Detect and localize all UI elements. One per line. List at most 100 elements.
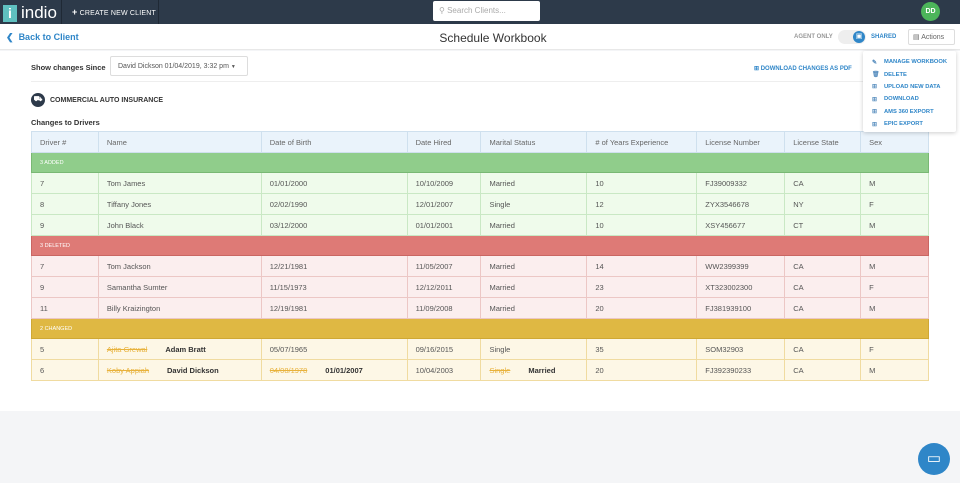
column-header[interactable]: License State	[784, 131, 862, 153]
table-cell: 7	[31, 172, 99, 194]
table-cell: 10/04/2003	[406, 359, 482, 381]
chat-button[interactable]: ▭	[918, 443, 950, 475]
table-cell: M	[860, 214, 929, 236]
actions-menu: ✎ MANAGE WORKBOOK 🗑 DELETE ⊞ UPLOAD NEW DATA ⊞…	[863, 51, 956, 132]
group-row: 2 CHANGED	[31, 318, 929, 339]
export-icon: ⊞	[872, 109, 878, 116]
menu-item[interactable]: ✎ MANAGE WORKBOOK	[872, 59, 948, 66]
main-content: Show changes Since David Dickson 01/04/2…	[0, 51, 960, 411]
table-cell: 11/09/2008	[406, 297, 482, 319]
table-cell: Billy Kraizington	[97, 297, 262, 319]
old-value: Single	[489, 365, 511, 375]
table-row[interactable]: 9 Samantha Sumter 11/15/1973 12/12/2011 Marr…	[31, 276, 929, 298]
menu-item[interactable]: ⊞ AMS 360 EXPORT	[872, 108, 934, 116]
table-cell: 12	[586, 193, 698, 215]
create-new-client-button[interactable]: + CREATE NEW CLIENT	[72, 7, 157, 17]
group-label: 3 ADDED	[31, 152, 929, 173]
table-cell: M	[860, 359, 929, 381]
new-value: Adam Bratt	[165, 344, 206, 354]
table-cell: Samantha Sumter	[97, 276, 262, 298]
table-cell: 11/15/1973	[260, 276, 408, 298]
table-row[interactable]: 11 Billy Kraizington 12/19/1981 11/09/2008 M…	[31, 297, 929, 319]
table-cell: XT323002300	[696, 276, 786, 298]
column-header[interactable]: Name	[97, 131, 262, 153]
table-cell: 9	[31, 276, 99, 298]
pencil-icon: ✎	[872, 59, 878, 66]
search-icon: ⚲	[439, 6, 445, 15]
table-cell: FJ392390233	[696, 359, 786, 381]
table-cell: Married	[480, 297, 588, 319]
table-cell: Married	[480, 214, 588, 236]
table-cell: XSY456677	[696, 214, 786, 236]
table-cell: F	[860, 338, 929, 360]
table-cell: Married	[480, 172, 588, 194]
download-changes-pdf-link[interactable]: ⊞ DOWNLOAD CHANGES AS PDF	[754, 66, 852, 72]
table-cell: CA	[784, 255, 862, 277]
table-cell: CA	[784, 338, 862, 360]
table-cell: 11/05/2007	[406, 255, 482, 277]
table-row[interactable]: 5 Ajita Grewal Adam Bratt 05/07/1965 09/16/2…	[31, 338, 929, 360]
group-label: 3 DELETED	[31, 235, 929, 256]
table-cell: 12/19/1981	[260, 297, 408, 319]
new-value: David Dickson	[167, 365, 219, 375]
chat-icon: ▭	[926, 450, 942, 467]
menu-item[interactable]: ⊞ DOWNLOAD	[872, 96, 919, 103]
table-cell: 6	[31, 359, 99, 381]
table-row[interactable]: 6 Koby Appiah David Dickson 04/08/1978 01/01…	[31, 359, 929, 381]
column-header[interactable]: Marital Status	[480, 131, 588, 153]
table-row[interactable]: 8 Tiffany Jones 02/02/1990 12/01/2007 Single…	[31, 193, 929, 215]
table-cell: NY	[784, 193, 862, 215]
old-value: 04/08/1978	[269, 365, 308, 375]
column-header[interactable]: Date Hired	[406, 131, 482, 153]
table-cell: SOM32903	[696, 338, 786, 360]
table-cell: 03/12/2000	[260, 214, 408, 236]
table-row[interactable]: 9 John Black 03/12/2000 01/01/2001 Married 10…	[31, 214, 929, 236]
table-cell: 10	[586, 214, 698, 236]
column-header[interactable]: License Number	[696, 131, 786, 153]
changes-since-select[interactable]: David Dickson 01/04/2019, 3:32 pm ▼	[110, 56, 248, 76]
table-cell: 01/01/2000	[260, 172, 408, 194]
column-header[interactable]: # of Years Experience	[586, 131, 698, 153]
sharing-toggle[interactable]: ▣	[838, 30, 866, 44]
drivers-changes-table: Driver # Name Date of Birth Date Hired Marit…	[31, 131, 929, 381]
new-value: 01/01/2007	[325, 365, 363, 375]
table-cell: M	[860, 172, 929, 194]
table-cell: ZYX3546678	[696, 193, 786, 215]
table-cell: CA	[784, 297, 862, 319]
table-row[interactable]: 7 Tom James 01/01/2000 10/10/2009 Married 10 F…	[31, 172, 929, 194]
table-cell: Koby Appiah David Dickson	[97, 359, 262, 381]
table-cell: Single	[480, 338, 588, 360]
column-header[interactable]: Driver #	[31, 131, 99, 153]
table-cell: Ajita Grewal Adam Bratt	[97, 338, 262, 360]
caret-down-icon: ▼	[230, 64, 236, 70]
shared-label: SHARED	[871, 34, 897, 40]
actions-button[interactable]: ▤ Actions	[908, 29, 955, 45]
search-input[interactable]: ⚲ Search Clients...	[433, 1, 540, 21]
table-cell: Married	[480, 276, 588, 298]
column-header[interactable]: Date of Birth	[260, 131, 408, 153]
table-cell: 23	[586, 276, 698, 298]
column-header[interactable]: Sex	[860, 131, 929, 153]
table-cell: F	[860, 276, 929, 298]
menu-item[interactable]: ⊞ UPLOAD NEW DATA	[872, 83, 941, 91]
section-subtitle: Changes to Drivers	[31, 118, 100, 127]
upload-icon: ⊞	[872, 84, 878, 91]
export-icon: ⊞	[872, 121, 878, 128]
table-cell: FJ381939100	[696, 297, 786, 319]
chevron-left-icon: ❮	[6, 32, 14, 42]
menu-item[interactable]: 🗑 DELETE	[872, 71, 907, 79]
table-row[interactable]: 7 Tom Jackson 12/21/1981 11/05/2007 Married 1…	[31, 255, 929, 277]
table-cell: 09/16/2015	[406, 338, 482, 360]
table-cell: CT	[784, 214, 862, 236]
table-cell: F	[860, 193, 929, 215]
logo[interactable]: i indio	[3, 3, 57, 23]
avatar[interactable]: DD	[921, 2, 940, 21]
divider	[61, 0, 62, 24]
menu-item[interactable]: ⊞ EPIC EXPORT	[872, 121, 923, 128]
page-title: Schedule Workbook	[439, 31, 547, 45]
table-cell: Single	[480, 193, 588, 215]
back-to-client-link[interactable]: ❮ Back to Client	[6, 32, 79, 42]
old-value: Koby Appiah	[106, 365, 150, 375]
actions-icon: ▤	[913, 34, 920, 41]
table-cell: Single Married	[480, 359, 588, 381]
